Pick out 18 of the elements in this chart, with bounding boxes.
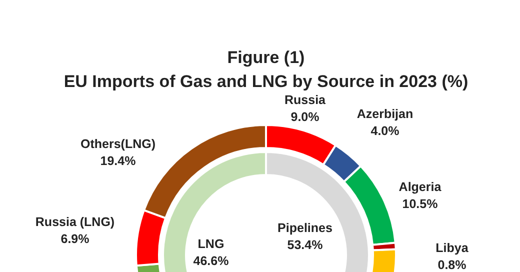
data-label: 9.0% [290, 110, 320, 124]
slice-label: Russia (LNG) [35, 214, 115, 229]
data-label: 6.9% [60, 232, 90, 246]
data-label: 46.6% [193, 254, 229, 268]
slice-label: LNG [198, 236, 224, 251]
data-label: 0.8% [438, 258, 466, 272]
slice-label: Libya [436, 240, 470, 255]
slice-label: Algeria [398, 180, 442, 194]
slice-label: Pipelines [278, 220, 332, 235]
data-label: 53.4% [287, 238, 323, 252]
data-label: 19.4% [100, 154, 136, 168]
slice-label: Azerbijan [356, 106, 414, 121]
slice-label: Others(LNG) [80, 136, 156, 151]
data-label: 10.5% [402, 196, 438, 211]
slice-label: Russia [284, 92, 327, 107]
chart-title: Figure (1) [227, 48, 305, 67]
chart-subtitle: EU Imports of Gas and LNG by Source in 2023 (%) [64, 72, 468, 91]
data-label: 4.0% [370, 124, 400, 138]
